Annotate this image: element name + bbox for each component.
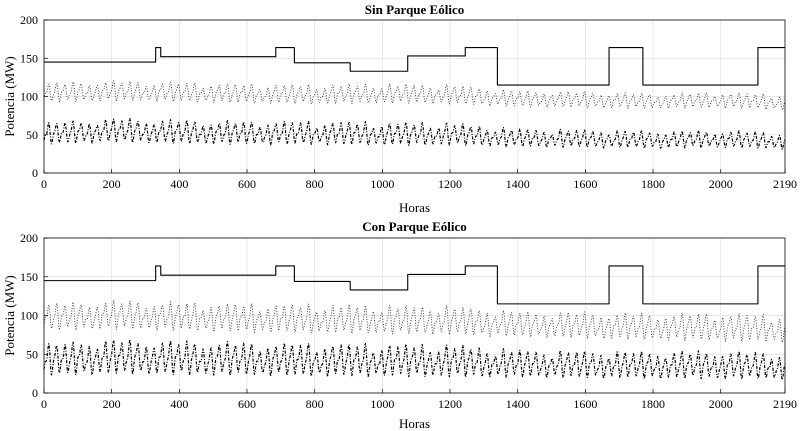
series-line-dashdot-bottom [43, 338, 786, 381]
x-tick-label: 200 [103, 397, 121, 411]
series-top [43, 46, 786, 150]
y-tick-label: 0 [32, 166, 38, 180]
ticks-top: 0 200 400 600 800 1000 1200 1400 1600 1800 2000 219… [20, 13, 797, 191]
y-tick-label: 0 [32, 386, 38, 400]
x-tick-label: 0 [41, 177, 47, 191]
x-tick-label: 400 [170, 397, 188, 411]
x-tick-label: 1400 [506, 177, 530, 191]
series-line-dashdot-top [43, 117, 786, 150]
chart-title-top: Sin Parque Eólico [365, 2, 464, 17]
y-tick-label: 200 [20, 231, 38, 245]
x-tick-label: 200 [103, 177, 121, 191]
series-line-dotted-bottom [43, 299, 786, 343]
x-tick-label: 2000 [709, 397, 733, 411]
grid-top [44, 20, 785, 173]
series-bottom [43, 265, 786, 381]
series-line-solid-top [44, 46, 785, 86]
y-tick-label: 150 [20, 270, 38, 284]
y-tick-label: 200 [20, 13, 38, 27]
x-tick-label: 600 [238, 397, 256, 411]
x-tick-label: 1200 [438, 177, 462, 191]
ticks-bottom: 0 200 400 600 800 1000 1200 1400 1600 1800 2000 219… [20, 231, 797, 411]
y-tick-label: 150 [20, 51, 38, 65]
x-tick-label: 1000 [370, 177, 394, 191]
y-axis-label-bottom: Potencia (MW) [2, 275, 17, 356]
x-tick-label: 2000 [709, 177, 733, 191]
x-tick-label: 2190 [773, 177, 797, 191]
chart-top: 0 200 400 600 800 1000 1200 1400 1600 1800 2000 219… [2, 2, 797, 215]
y-tick-label: 100 [20, 309, 38, 323]
x-axis-label-top: Horas [399, 200, 430, 215]
y-tick-label: 50 [26, 128, 38, 142]
x-tick-label: 1800 [641, 397, 665, 411]
chart-title-bottom: Con Parque Eólico [362, 219, 467, 234]
x-tick-label: 0 [41, 397, 47, 411]
y-tick-label: 50 [26, 347, 38, 361]
series-line-solid-bottom [44, 265, 785, 305]
x-tick-label: 800 [306, 177, 324, 191]
x-tick-label: 1200 [438, 397, 462, 411]
x-tick-label: 1400 [506, 397, 530, 411]
x-tick-label: 600 [238, 177, 256, 191]
x-tick-label: 1600 [573, 397, 597, 411]
x-tick-label: 1000 [370, 397, 394, 411]
x-tick-label: 1600 [573, 177, 597, 191]
x-tick-label: 2190 [773, 397, 797, 411]
y-tick-label: 100 [20, 90, 38, 104]
x-tick-label: 400 [170, 177, 188, 191]
chart-bottom: 0 200 400 600 800 1000 1200 1400 1600 1800 2000 219… [2, 219, 797, 431]
x-tick-label: 1800 [641, 177, 665, 191]
x-tick-label: 800 [306, 397, 324, 411]
y-axis-label-top: Potencia (MW) [2, 56, 17, 137]
x-axis-label-bottom: Horas [399, 416, 430, 431]
